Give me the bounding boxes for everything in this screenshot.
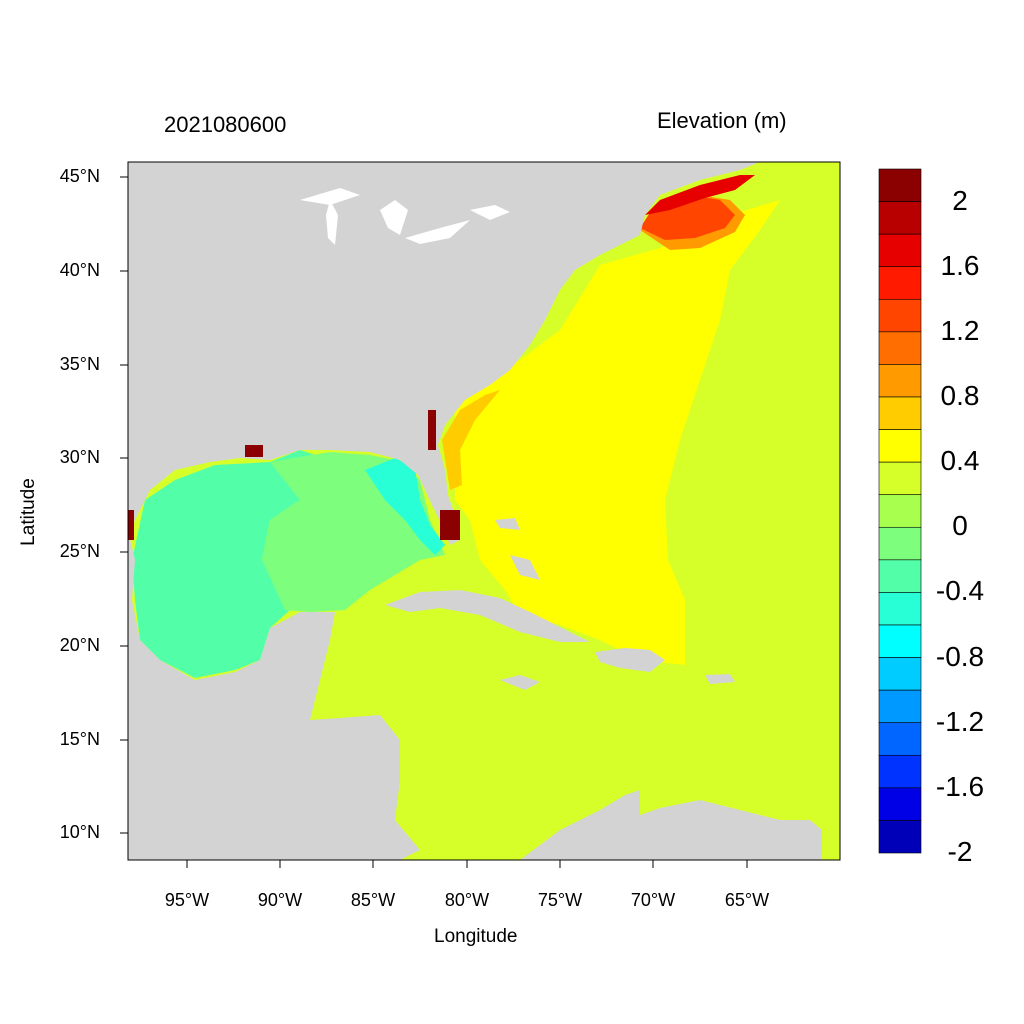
land-north-america	[128, 162, 760, 545]
lon-tick-label: 70°W	[630, 890, 676, 910]
lat-tick-label: 40°N	[59, 260, 100, 280]
gulf-cyan-region	[132, 450, 330, 678]
colorbar-swatch	[878, 201, 922, 235]
colorbar-swatch	[878, 787, 922, 821]
colorbar	[878, 168, 922, 854]
colorbar-label: -0.8	[935, 640, 985, 672]
lat-tick-label: 35°N	[59, 354, 100, 374]
date-label: 2021080600	[164, 112, 287, 137]
lat-tick-label: 15°N	[59, 729, 100, 749]
land-jamaica	[500, 675, 540, 690]
axis-ticks	[120, 176, 748, 868]
lat-tick-label: 30°N	[59, 447, 100, 467]
gulf-cyan-east	[365, 458, 445, 555]
land-south-america	[520, 790, 822, 860]
colorbar-swatch	[878, 526, 922, 561]
colorbar-swatch	[878, 754, 922, 789]
colorbar-swatch	[878, 559, 922, 593]
ocean-yellow-region	[455, 200, 780, 665]
lon-tick-label: 95°W	[164, 890, 210, 910]
lon-tick-label: 65°W	[724, 890, 770, 910]
great-lakes	[300, 188, 510, 245]
colorbar-label: 0	[952, 510, 968, 542]
lat-tick-label: 25°N	[59, 541, 100, 561]
lon-tick-label: 80°W	[444, 890, 490, 910]
colorbar-swatch	[878, 592, 922, 626]
x-axis-label: Longitude	[434, 926, 518, 947]
colorbar-label: -1.2	[935, 705, 985, 737]
colorbar-label: 1.2	[940, 314, 980, 346]
colorbar-label: 1.6	[940, 249, 980, 281]
map-frame	[127, 161, 841, 861]
lon-tick-label: 75°W	[537, 890, 583, 910]
ocean-deepred-gulf-maine	[645, 175, 755, 215]
land-puerto-rico	[705, 674, 735, 684]
colorbar-swatch	[878, 657, 922, 691]
colorbar-swatch	[878, 298, 922, 333]
bahamas-islands	[495, 518, 540, 580]
colorbar-label: -2	[947, 836, 973, 867]
coastal-surge-markers	[128, 410, 460, 540]
colorbar-swatch	[878, 494, 922, 528]
lon-tick-label: 85°W	[350, 890, 396, 910]
colorbar-label: 0.4	[940, 445, 980, 477]
variable-label: Elevation (m)	[657, 108, 787, 133]
colorbar-label: 2	[952, 184, 968, 216]
lon-tick-label: 90°W	[257, 890, 303, 910]
colorbar-label: -1.6	[935, 770, 985, 802]
colorbar-swatch	[878, 689, 922, 724]
colorbar-swatch	[878, 461, 922, 496]
ocean-orange-se-coast	[442, 390, 500, 490]
land-mexico	[128, 530, 420, 860]
colorbar-swatch	[878, 331, 922, 365]
lat-tick-label: 10°N	[59, 822, 100, 842]
land-cuba	[385, 590, 590, 642]
land-hispaniola	[595, 648, 665, 672]
colorbar-label: -0.4	[935, 575, 985, 607]
colorbar-swatch	[878, 233, 922, 268]
colorbar-swatch	[878, 266, 922, 300]
colorbar-swatch	[878, 722, 922, 756]
lat-tick-label: 45°N	[59, 166, 100, 186]
colorbar-swatch	[878, 168, 922, 202]
colorbar-swatch	[878, 364, 922, 398]
y-axis-label: Latitude	[18, 478, 39, 546]
colorbar-swatch	[878, 820, 922, 854]
colorbar-label: 0.8	[940, 380, 980, 411]
lat-tick-label: 20°N	[59, 635, 100, 655]
colorbar-swatch	[878, 624, 922, 658]
colorbar-swatch	[878, 429, 922, 463]
colorbar-swatch	[878, 396, 922, 430]
